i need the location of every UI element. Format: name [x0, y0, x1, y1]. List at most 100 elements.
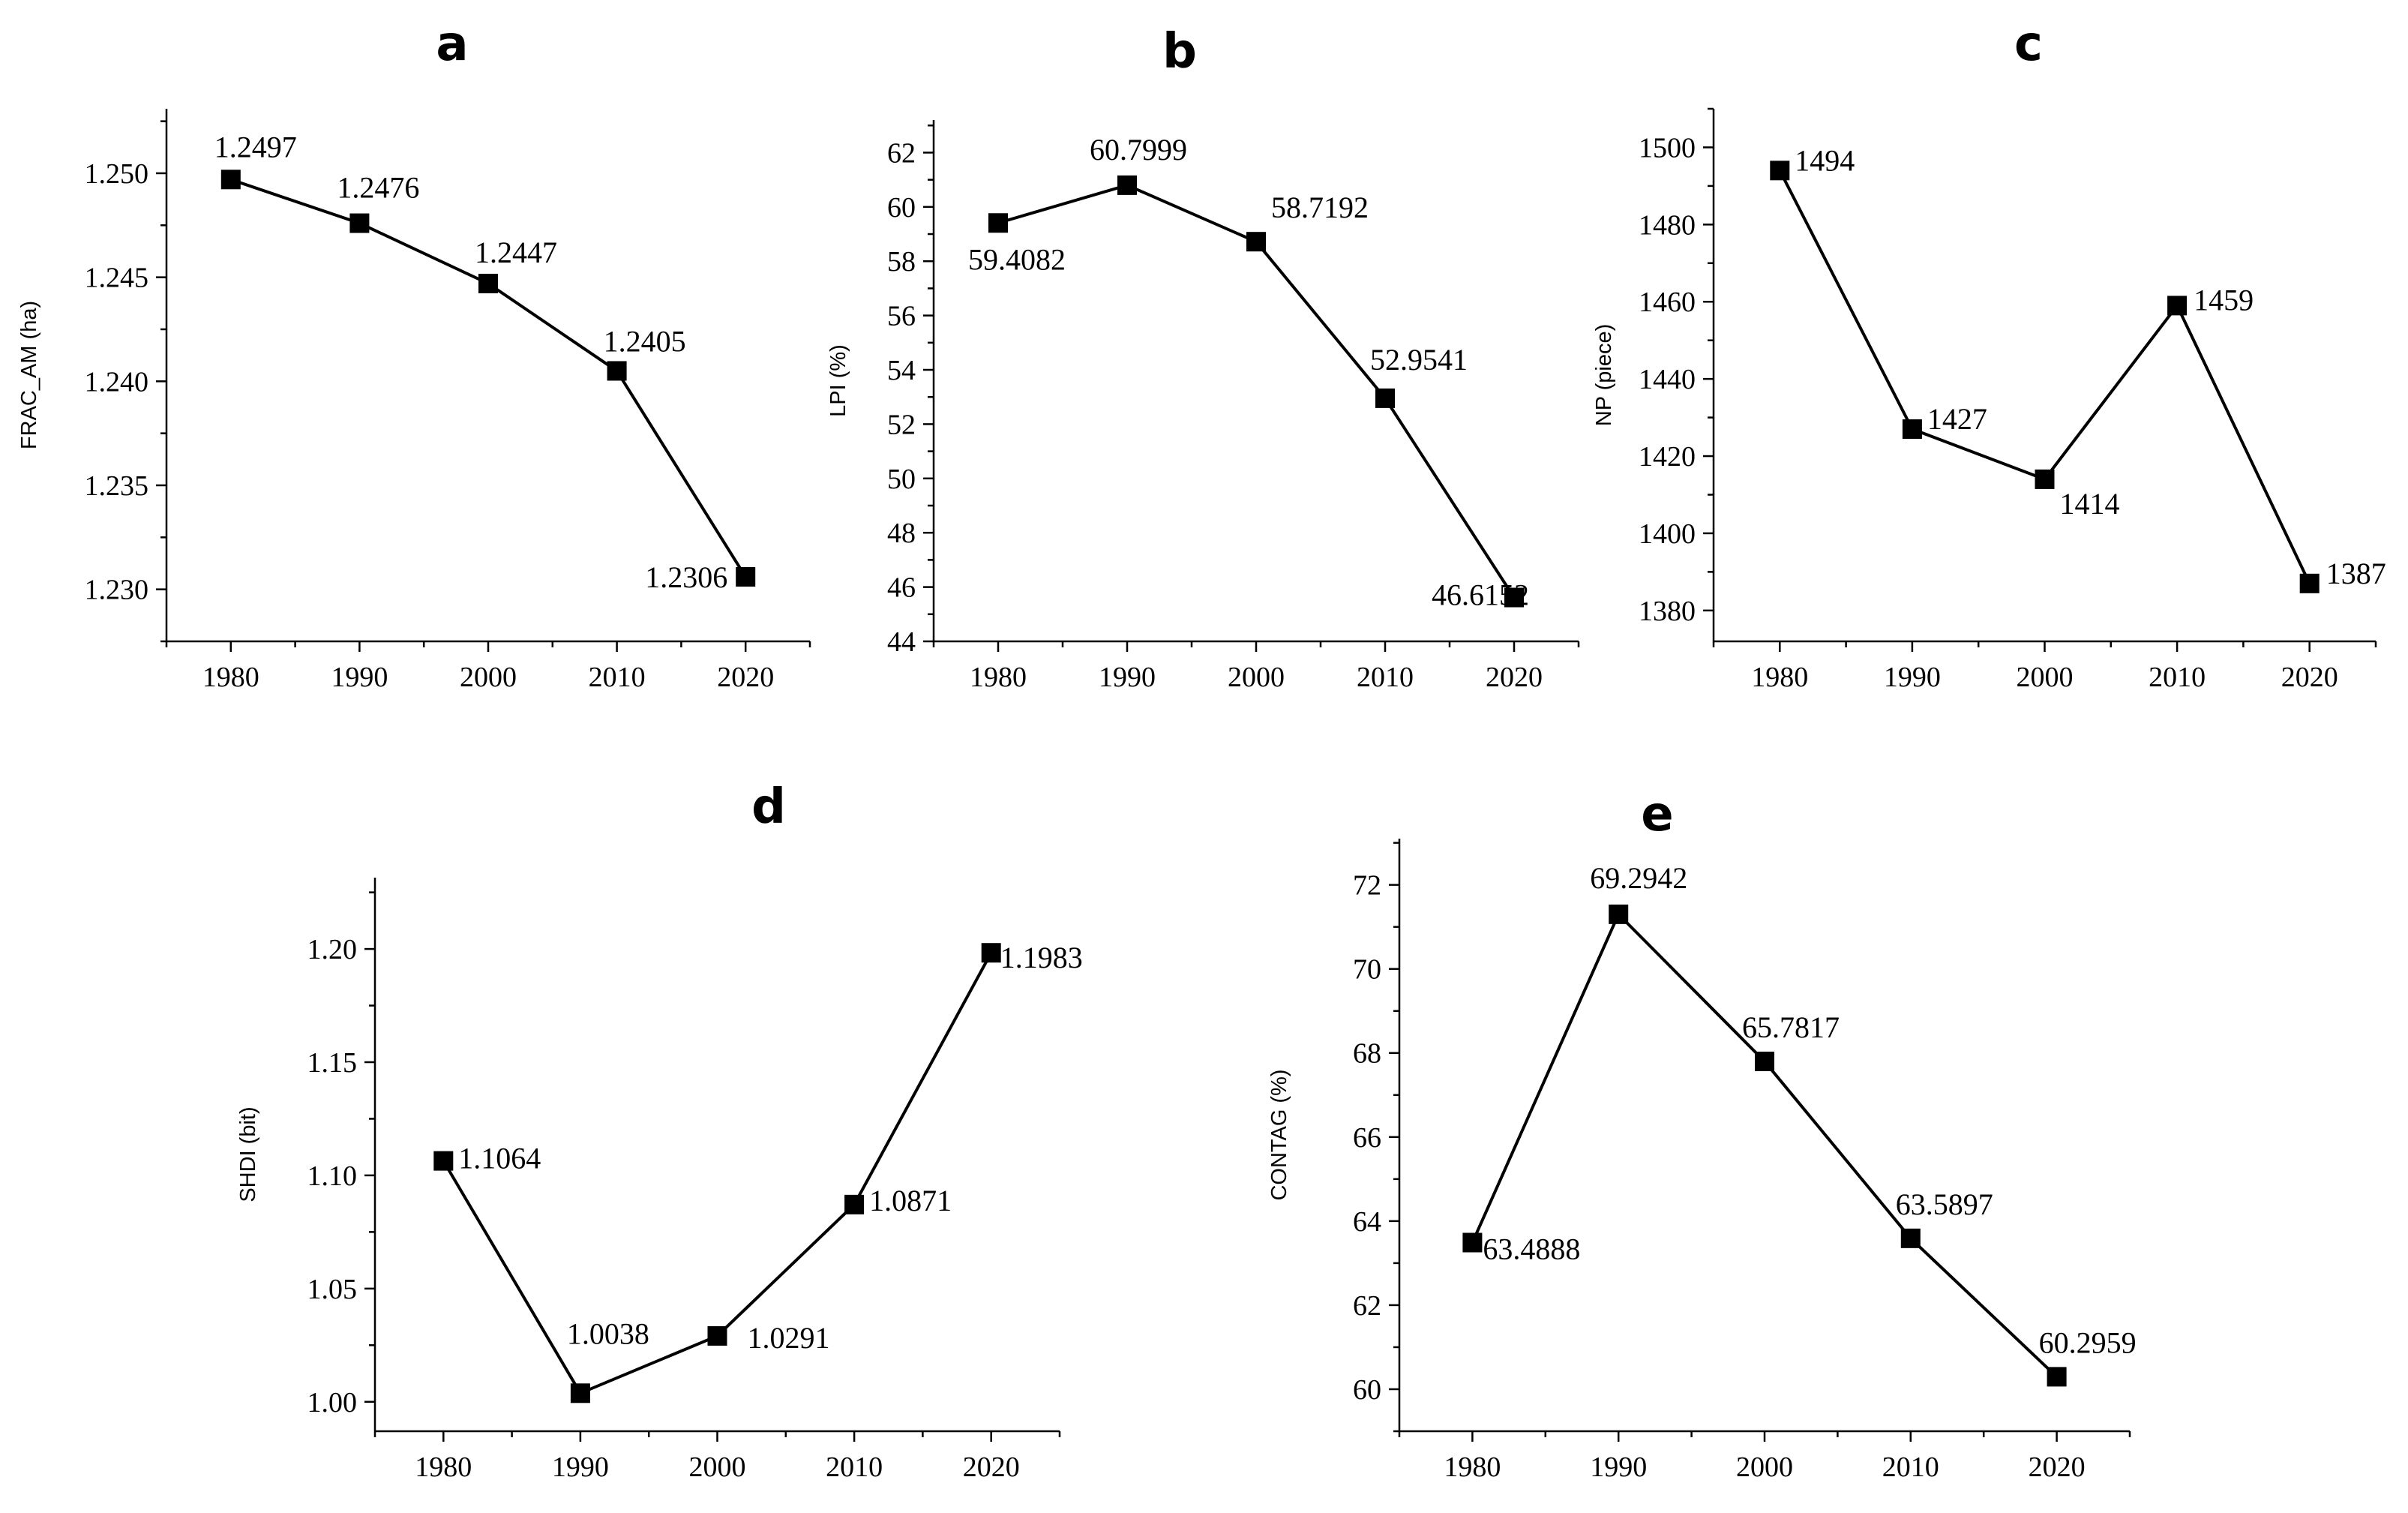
y-tick-label-c: 1460 [1639, 287, 1696, 318]
y-tick-label-d: 1.05 [307, 1274, 358, 1305]
series-line-c [1778, 170, 2311, 584]
y-tick-label-e: 62 [1353, 1290, 1381, 1322]
data-label-c: 1427 [1927, 402, 1987, 436]
y-tick-label-e: 60 [1353, 1374, 1381, 1406]
y-tick-label-e: 70 [1353, 954, 1381, 986]
data-point-c [1902, 419, 1922, 440]
y-tick-label-d: 1.20 [307, 934, 358, 965]
data-point-c [1770, 161, 1790, 181]
data-label-e: 63.5897 [1896, 1187, 1993, 1221]
data-label-b: 46.6152 [1432, 578, 1529, 612]
x-tick-label-b: 1980 [970, 662, 1027, 693]
y-tick-label-c: 1380 [1639, 596, 1696, 627]
x-tick-label-a: 1990 [331, 662, 388, 693]
y-tick-label-a: 1.245 [85, 263, 149, 294]
data-point-a [607, 361, 627, 381]
y-tick-label-a: 1.240 [85, 366, 149, 398]
x-tick-label-a: 2020 [717, 662, 774, 693]
x-tick-label-d: 2020 [963, 1451, 1020, 1483]
y-tick-label-d: 1.10 [307, 1160, 358, 1192]
y-tick-label-a: 1.235 [85, 470, 149, 502]
x-tick-label-b: 2010 [1357, 662, 1414, 693]
x-tick-label-a: 1980 [202, 662, 259, 693]
data-point-b [1375, 388, 1395, 408]
x-tick-label-d: 2000 [689, 1451, 746, 1483]
y-tick-label-b: 58 [887, 246, 916, 278]
y-axis-label-d: SHDI (bit) [236, 1106, 260, 1202]
data-point-b [1246, 232, 1266, 252]
y-tick-label-b: 44 [887, 626, 916, 658]
y-tick-label-d: 1.00 [307, 1387, 358, 1418]
x-tick-label-c: 2020 [2281, 662, 2338, 693]
y-tick-label-b: 50 [887, 464, 916, 495]
x-tick-label-d: 1980 [415, 1451, 472, 1483]
data-point-d [981, 943, 1001, 963]
data-point-a [736, 567, 756, 587]
data-point-c [2035, 469, 2055, 489]
x-tick-label-c: 2000 [2017, 662, 2074, 693]
y-tick-label-b: 54 [887, 355, 916, 386]
y-tick-label-e: 64 [1353, 1206, 1381, 1238]
data-label-d: 1.0871 [869, 1184, 952, 1217]
x-tick-label-e: 2010 [1882, 1451, 1939, 1483]
x-tick-label-e: 1990 [1590, 1451, 1647, 1483]
data-point-e [1755, 1051, 1774, 1071]
y-tick-label-a: 1.250 [85, 158, 149, 190]
y-tick-label-b: 60 [887, 192, 916, 224]
data-label-c: 1387 [2326, 557, 2386, 590]
x-tick-label-a: 2010 [589, 662, 646, 693]
data-label-d: 1.0291 [748, 1321, 830, 1355]
data-label-b: 58.7192 [1271, 191, 1369, 224]
data-label-a: 1.2405 [604, 324, 686, 358]
data-point-b [988, 213, 1008, 233]
data-label-b: 60.7999 [1090, 133, 1187, 167]
data-label-c: 1414 [2060, 487, 2120, 521]
y-axis-label-e: CONTAG (%) [1267, 1069, 1291, 1200]
data-label-a: 1.2497 [214, 130, 297, 164]
y-tick-label-e: 68 [1353, 1038, 1381, 1070]
panel-letter-a: a [436, 17, 468, 72]
y-axis-label-a: FRAC_AM (ha) [17, 301, 41, 449]
y-axis-label-b: LPI (%) [826, 344, 850, 417]
data-label-c: 1459 [2194, 283, 2254, 317]
data-label-a: 1.2306 [645, 560, 727, 594]
data-point-a [220, 170, 241, 190]
data-label-a: 1.2447 [475, 236, 557, 269]
data-point-d [707, 1325, 727, 1346]
y-tick-label-b: 56 [887, 301, 916, 332]
data-label-c: 1494 [1795, 143, 1855, 177]
x-tick-label-e: 2000 [1736, 1451, 1793, 1483]
data-point-e [2047, 1367, 2067, 1387]
x-tick-label-b: 2000 [1228, 662, 1285, 693]
y-axis-label-c: NP (piece) [1592, 324, 1616, 426]
y-tick-label-c: 1440 [1639, 364, 1696, 395]
x-tick-label-c: 1980 [1751, 662, 1808, 693]
y-tick-label-b: 62 [887, 137, 916, 169]
data-label-d: 1.1983 [1000, 941, 1083, 974]
data-label-d: 1.0038 [567, 1316, 649, 1350]
series-line-e [1471, 911, 2058, 1378]
x-tick-label-a: 2000 [460, 662, 517, 693]
data-label-e: 60.2959 [2039, 1325, 2137, 1359]
data-label-e: 63.4888 [1483, 1232, 1580, 1265]
data-label-e: 69.2942 [1590, 861, 1687, 895]
panel-letter-d: d [751, 779, 786, 835]
x-tick-label-c: 1990 [1884, 662, 1941, 693]
x-tick-label-b: 2020 [1486, 662, 1543, 693]
y-tick-label-a: 1.230 [85, 575, 149, 606]
x-tick-label-b: 1990 [1099, 662, 1156, 693]
panel-letter-c: c [2014, 17, 2043, 72]
data-point-b [1504, 587, 1524, 608]
data-point-e [1900, 1228, 1921, 1248]
data-label-b: 52.9541 [1370, 343, 1468, 377]
y-tick-label-c: 1420 [1639, 441, 1696, 473]
y-tick-label-d: 1.15 [307, 1047, 358, 1079]
data-point-c [2167, 296, 2188, 316]
panel-letter-b: b [1162, 24, 1197, 80]
data-point-c [2299, 573, 2320, 593]
x-tick-label-e: 2020 [2029, 1451, 2086, 1483]
y-tick-label-c: 1500 [1639, 132, 1696, 164]
x-tick-label-e: 1980 [1444, 1451, 1501, 1483]
panel-letter-e: e [1641, 787, 1673, 842]
